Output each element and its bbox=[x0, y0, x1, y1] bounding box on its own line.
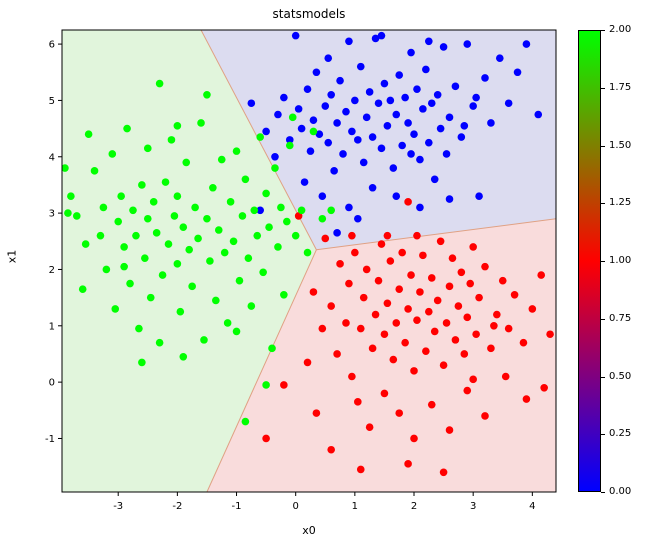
x-axis-label: x0 bbox=[302, 524, 316, 537]
svg-text:2: 2 bbox=[49, 265, 55, 276]
svg-text:0: 0 bbox=[293, 501, 299, 512]
svg-text:6: 6 bbox=[49, 40, 55, 51]
colorbar-tick-mark bbox=[601, 30, 605, 31]
svg-text:4: 4 bbox=[49, 152, 55, 163]
colorbar-tick-mark bbox=[601, 145, 605, 147]
svg-text:2: 2 bbox=[411, 501, 417, 512]
colorbar-tick-label: 1.00 bbox=[609, 255, 632, 266]
svg-text:4: 4 bbox=[529, 501, 535, 512]
colorbar-tick-label: 1.25 bbox=[609, 197, 632, 209]
colorbar-tick-label: 0.00 bbox=[609, 486, 632, 497]
svg-text:3: 3 bbox=[49, 209, 55, 220]
svg-text:-1: -1 bbox=[45, 434, 55, 445]
chart-title: statsmodels bbox=[272, 7, 346, 21]
colorbar-tick-mark bbox=[601, 318, 605, 320]
colorbar-tick-label: 0.75 bbox=[609, 312, 632, 324]
svg-text:3: 3 bbox=[470, 501, 476, 512]
colorbar-tick-label: 2.00 bbox=[609, 24, 632, 35]
y-axis-label: x1 bbox=[5, 249, 19, 264]
svg-text:0: 0 bbox=[49, 378, 55, 389]
colorbar-tick-mark bbox=[601, 261, 605, 262]
colorbar-gradient bbox=[578, 30, 601, 492]
svg-text:-2: -2 bbox=[172, 501, 182, 512]
svg-text:-3: -3 bbox=[113, 501, 123, 512]
colorbar-tick-mark bbox=[601, 376, 605, 378]
colorbar-tick-mark bbox=[601, 434, 605, 436]
colorbar-tick-label: 1.50 bbox=[609, 139, 632, 151]
colorbar-tick-mark bbox=[601, 87, 605, 89]
colorbar-tick-mark bbox=[601, 203, 605, 205]
svg-text:-1: -1 bbox=[232, 501, 242, 512]
svg-text:5: 5 bbox=[49, 96, 55, 107]
colorbar-ticks: 0.00 0.25 0.50 0.75 1.00 1.25 1.50 1.75 2.00 bbox=[601, 24, 651, 497]
colorbar-tick-label: 1.75 bbox=[609, 81, 632, 93]
colorbar-tick-label: 0.25 bbox=[609, 428, 632, 440]
svg-text:1: 1 bbox=[49, 321, 55, 332]
colorbar-tick-label: 0.50 bbox=[609, 370, 632, 382]
colorbar-tick-mark bbox=[601, 492, 605, 493]
svg-text:1: 1 bbox=[352, 501, 358, 512]
